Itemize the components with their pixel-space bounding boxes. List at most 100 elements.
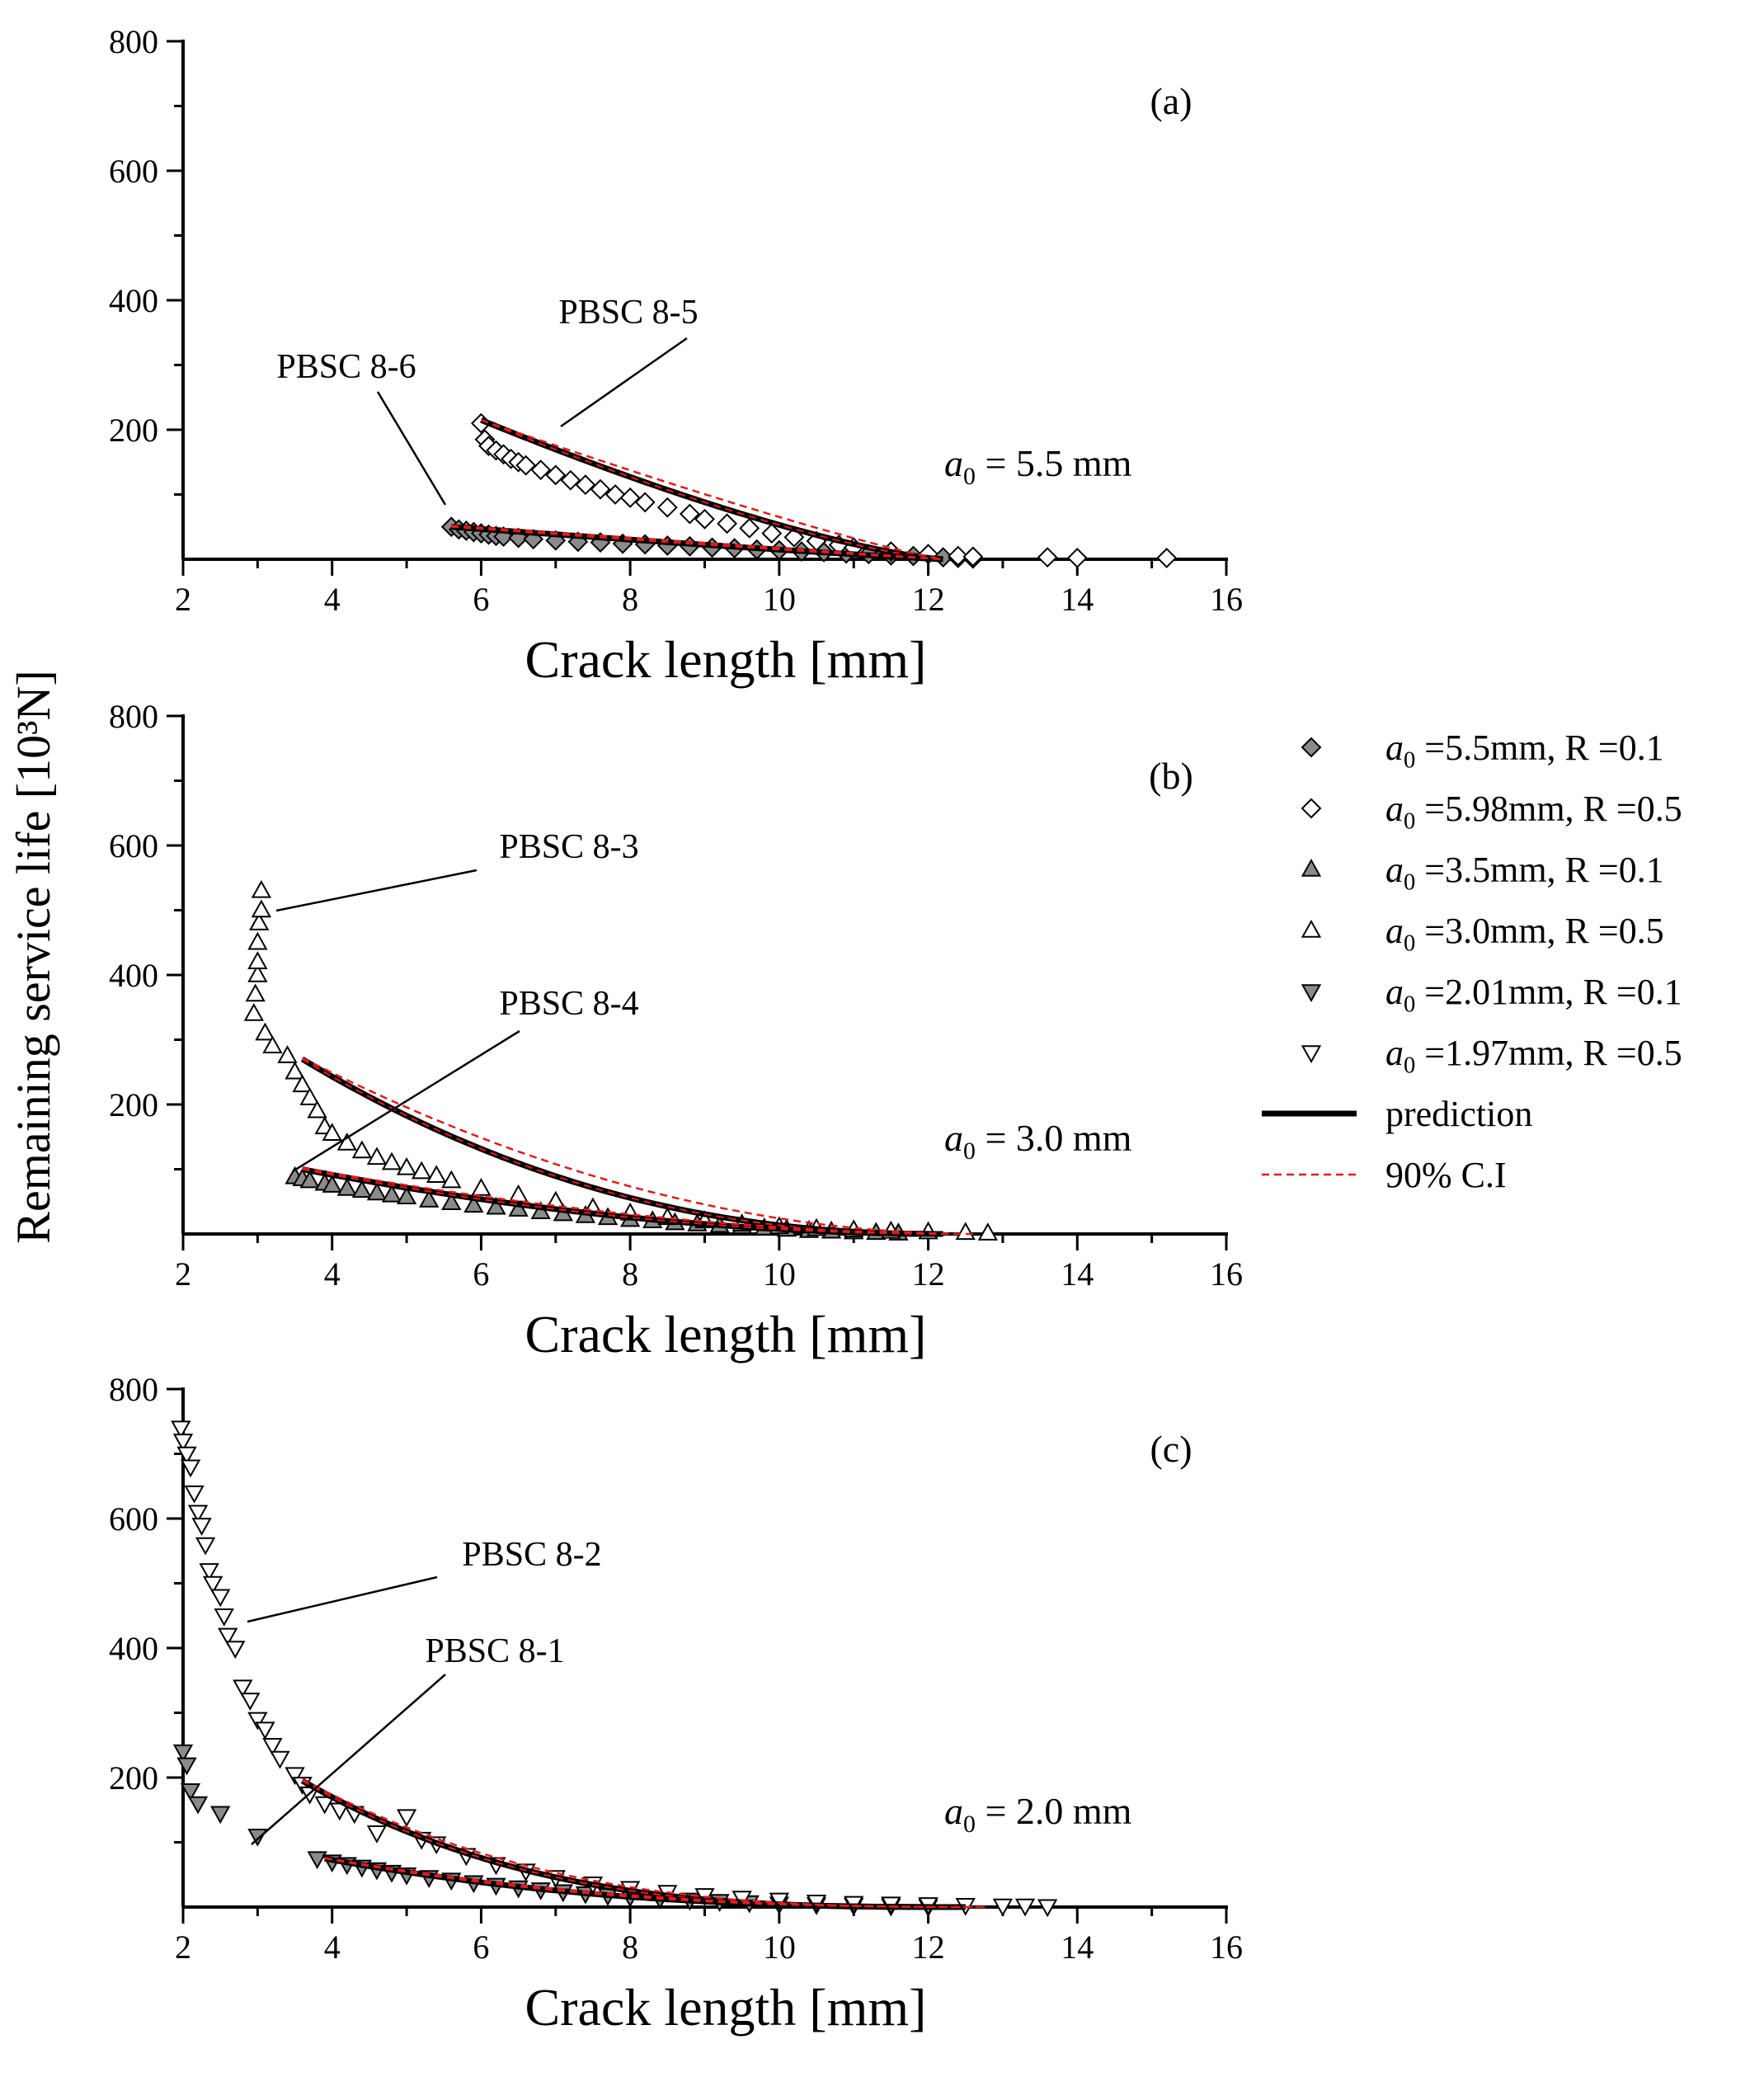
prediction-curve [300, 1056, 943, 1237]
data-point [486, 1196, 506, 1215]
data-point [441, 1170, 462, 1189]
data-point [396, 1809, 417, 1828]
x-tick-label: 4 [324, 581, 341, 618]
data-point [322, 1123, 342, 1142]
data-point [530, 459, 552, 481]
x-axis-label: Crack length [mm] [525, 630, 927, 689]
y-tick-label: 200 [109, 1759, 158, 1797]
data-point [255, 1022, 275, 1041]
specimen-label: PBSC 8-6 [276, 348, 416, 386]
data-point [245, 983, 266, 1002]
data-point [366, 1147, 388, 1166]
data-point [307, 1851, 327, 1870]
ci-overlay-curve [302, 1168, 943, 1235]
data-point [656, 497, 678, 518]
legend-entry: a0 =3.0mm, R =0.5 [1301, 911, 1664, 957]
x-tick-label: 2 [175, 1255, 191, 1293]
x-tick-label: 8 [622, 581, 638, 618]
data-point [184, 1485, 205, 1504]
data-point [366, 1182, 388, 1201]
data-point [191, 1518, 212, 1536]
x-tick-label: 2 [175, 581, 191, 618]
data-point [247, 1828, 268, 1847]
panel-label: (b) [1149, 755, 1193, 797]
x-axis-label: Crack length [mm] [525, 1978, 927, 2037]
data-point [171, 1420, 191, 1439]
legend-label: a0 =1.97mm, R =0.5 [1385, 1033, 1682, 1079]
x-tick-label: 16 [1210, 581, 1243, 618]
data-point [255, 1721, 275, 1740]
data-point [366, 1825, 388, 1844]
data-point [210, 1589, 231, 1608]
leader-line [251, 1674, 446, 1845]
data-point [761, 523, 783, 544]
specimen-label: PBSC 8-2 [462, 1536, 601, 1574]
data-point [176, 1757, 197, 1776]
specimen-label: PBSC 8-4 [499, 985, 638, 1023]
data-point [214, 1608, 234, 1627]
data-point [508, 1184, 529, 1203]
data-point [249, 912, 270, 930]
x-tick-label: 4 [324, 1255, 341, 1293]
data-point [199, 1563, 219, 1581]
data-point [962, 546, 984, 567]
data-point [515, 454, 537, 476]
ci-curve [480, 419, 943, 561]
data-point [590, 478, 611, 500]
data-point [262, 1035, 283, 1054]
panel-label: (a) [1150, 80, 1192, 122]
legend-marker [1301, 919, 1322, 938]
a0-annotation: a0 = 5.5 mm [944, 442, 1132, 490]
legend-label: a0 =2.01mm, R =0.1 [1385, 972, 1682, 1018]
prediction-curve [480, 417, 943, 563]
legend-label: a0 =5.98mm, R =0.5 [1385, 789, 1682, 835]
y-tick-label: 400 [109, 957, 158, 994]
y-tick-label: 400 [109, 1630, 158, 1667]
panel-label: (c) [1150, 1428, 1192, 1470]
data-point [262, 1738, 283, 1756]
data-point [351, 1140, 373, 1159]
data-point [322, 1175, 342, 1193]
data-point [471, 1178, 492, 1196]
data-point [1037, 1899, 1058, 1918]
data-point [299, 1087, 320, 1105]
data-point [251, 899, 272, 918]
data-point [575, 474, 596, 496]
legend-entry: prediction [1262, 1094, 1532, 1134]
legend: a0 =5.5mm, R =0.1 a0 =5.98mm, R =0.5 a0 =3… [1262, 728, 1682, 1195]
data-point [717, 513, 738, 535]
leader-line [376, 391, 447, 506]
ci-curve [302, 1778, 988, 1909]
leader-line [275, 869, 477, 912]
prediction-curve [451, 524, 943, 563]
data-point [187, 1505, 209, 1524]
data-point [285, 1061, 305, 1080]
data-point [187, 1796, 209, 1815]
x-tick-label: 8 [622, 1929, 638, 1966]
data-point [1156, 548, 1178, 568]
y-tick-label: 200 [109, 412, 158, 449]
ci-curve [302, 1057, 973, 1236]
legend-label: a0 =3.0mm, R =0.5 [1385, 911, 1664, 957]
data-point [180, 1459, 201, 1478]
y-tick-label: 600 [109, 1500, 158, 1538]
legend-entry: a0 =5.98mm, R =0.5 [1301, 789, 1682, 835]
ci-overlay-curve [302, 1058, 943, 1235]
data-point [314, 1796, 335, 1815]
data-point [292, 1074, 313, 1093]
legend-marker [1301, 798, 1322, 819]
data-point [336, 1178, 357, 1196]
legend-label: prediction [1385, 1094, 1532, 1134]
data-point [381, 1151, 402, 1170]
legend-marker [1301, 858, 1322, 877]
chart-panel-1: 2 4 6 8 10 12 14 16 200 400 600 800 Crack length [mm… [109, 23, 1243, 689]
data-point [463, 1194, 484, 1213]
data-point [426, 1165, 447, 1184]
leader-line [247, 1575, 438, 1623]
prediction-curve [324, 1855, 966, 1910]
legend-label: 90% C.I [1385, 1155, 1507, 1195]
legend-marker [1301, 1045, 1322, 1064]
data-point [218, 1627, 238, 1646]
chart-panel-3: 2 4 6 8 10 12 14 16 200 400 600 800 Crack length [mm… [109, 1371, 1243, 2037]
